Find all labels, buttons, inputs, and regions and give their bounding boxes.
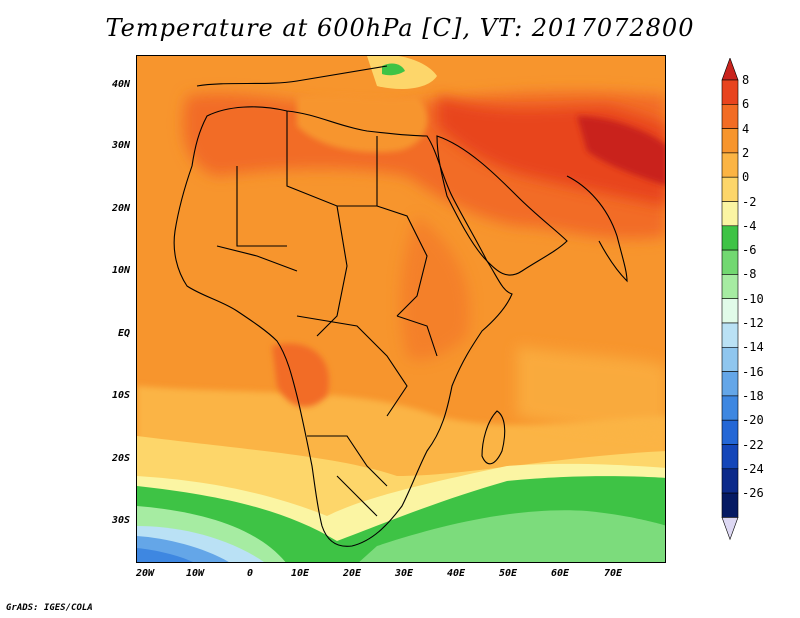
colorbar [721,58,739,541]
colorbar-segment [721,468,739,494]
colorbar-label: 8 [742,73,750,87]
lon-label-40e: 40E [447,568,466,579]
lat-label-eq: EQ [117,328,130,339]
colorbar-label: -6 [742,243,757,258]
lon-label-70e: 70E [604,568,623,579]
colorbar-label: -2 [742,194,757,209]
colorbar-segment [721,225,739,251]
colorbar-segment [721,298,739,324]
colorbar-segment [721,346,739,372]
colorbar-arrow-top [721,58,739,81]
lat-label-40n: 40N [111,79,130,90]
colorbar-label: 4 [742,121,750,136]
temperature-map [136,55,666,563]
colorbar-segment [721,128,739,154]
colorbar-label: -10 [742,291,764,306]
map-title: Temperature at 600hPa [C], VT: 201707280… [105,14,695,42]
colorbar-label: 6 [742,97,750,112]
colorbar-segment [721,201,739,227]
colorbar-segment [721,371,739,397]
colorbar-label: -8 [742,267,757,282]
colorbar-label: 2 [742,145,750,160]
lon-label-10w: 10W [186,568,205,579]
colorbar-label: 0 [742,170,750,185]
lon-label-20e: 20E [343,568,362,579]
lat-label-10s: 10S [111,390,130,401]
colorbar-label: -4 [742,218,757,233]
colorbar-label: -12 [742,316,764,330]
colorbar-label: -18 [742,388,764,403]
colorbar-segment [721,249,739,275]
colorbar-label: -20 [742,413,764,428]
lat-label-30n: 30N [111,140,130,151]
footer-credit: GrADS: IGES/COLA [6,603,93,613]
colorbar-segment [721,103,739,129]
colorbar-segment [721,274,739,299]
colorbar-label: -26 [742,486,764,501]
colorbar-label: -22 [742,437,764,452]
colorbar-segment [721,176,739,202]
temperature-field [137,56,665,562]
colorbar-segment [721,322,739,348]
lat-label-10n: 10N [111,265,130,276]
colorbar-label: -24 [742,461,764,476]
lon-label-10e: 10E [291,568,310,579]
lat-label-30s: 30S [111,515,130,526]
colorbar-label: -14 [742,340,764,355]
colorbar-segment [721,152,739,178]
lat-label-20s: 20S [111,453,130,464]
colorbar-segment [721,492,739,518]
colorbar-arrow-bottom [721,517,739,541]
colorbar-segment [721,79,739,105]
lon-label-60e: 60E [551,568,570,579]
lat-label-20n: 20N [111,203,130,214]
lon-label-50e: 50E [499,568,518,579]
colorbar-segment [721,395,739,421]
colorbar-segment [721,444,739,470]
lon-label-20w: 20W [136,568,155,579]
lon-label-0: 0 [247,568,254,579]
colorbar-label: -16 [742,364,764,379]
colorbar-segment [721,419,739,445]
lon-label-30e: 30E [395,568,414,579]
